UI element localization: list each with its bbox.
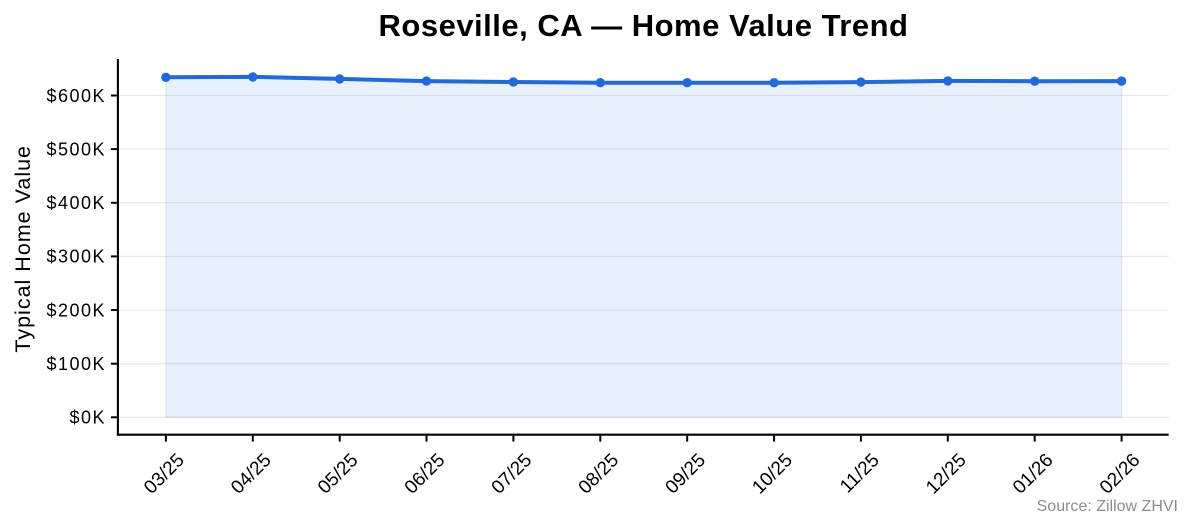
svg-text:Source: Zillow ZHVI: Source: Zillow ZHVI [1037,498,1178,515]
svg-text:$500K: $500K [46,139,106,159]
svg-text:Roseville, CA — Home Value Tre: Roseville, CA — Home Value Trend [379,8,909,43]
svg-text:Typical Home Value: Typical Home Value [11,145,35,353]
svg-text:$400K: $400K [46,193,106,213]
svg-text:$100K: $100K [46,354,106,374]
svg-text:$200K: $200K [46,300,106,320]
svg-text:$0K: $0K [69,408,106,428]
svg-text:$300K: $300K [46,247,106,267]
svg-text:$600K: $600K [46,86,106,106]
